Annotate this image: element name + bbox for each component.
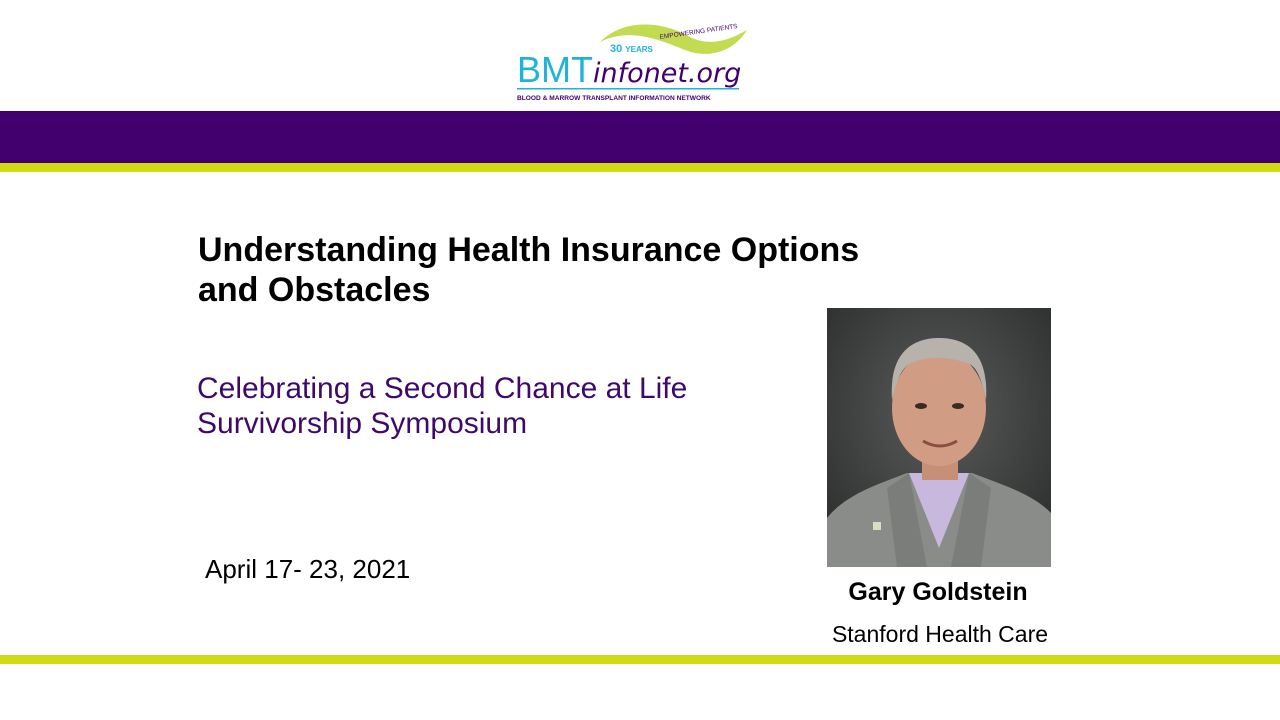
bottom-accent-stripe — [0, 655, 1280, 664]
subtitle-line-1: Celebrating a Second Chance at Life — [197, 372, 688, 405]
speaker-name: Gary Goldstein — [848, 578, 1028, 606]
event-date: April 17- 23, 2021 — [205, 554, 411, 584]
svg-text:BLOOD & MARROW TRANSPLANT INFO: BLOOD & MARROW TRANSPLANT INFORMATION NE… — [517, 95, 711, 102]
slide-subtitle: Celebrating a Second Chance at Life Surv… — [197, 371, 687, 441]
top-accent-stripe — [0, 163, 1280, 172]
speaker-photo — [827, 308, 1051, 567]
header-band — [0, 111, 1280, 163]
title-line-2: and Obstacles — [198, 271, 431, 309]
title-line-1: Understanding Health Insurance Options — [198, 231, 860, 269]
svg-text:BMT: BMT — [517, 49, 593, 90]
slide-title: Understanding Health Insurance Options a… — [198, 230, 958, 310]
svg-text:30 YEARS: 30 YEARS — [610, 43, 654, 55]
svg-text:EMPOWERING PATIENTS: EMPOWERING PATIENTS — [659, 23, 738, 41]
subtitle-line-2: Survivorship Symposium — [197, 407, 528, 440]
bmt-infonet-logo: 30 YEARS EMPOWERING PATIENTS BMT infonet… — [517, 23, 747, 102]
svg-text:infonet.org: infonet.org — [593, 58, 741, 89]
speaker-organization: Stanford Health Care — [831, 621, 1049, 647]
